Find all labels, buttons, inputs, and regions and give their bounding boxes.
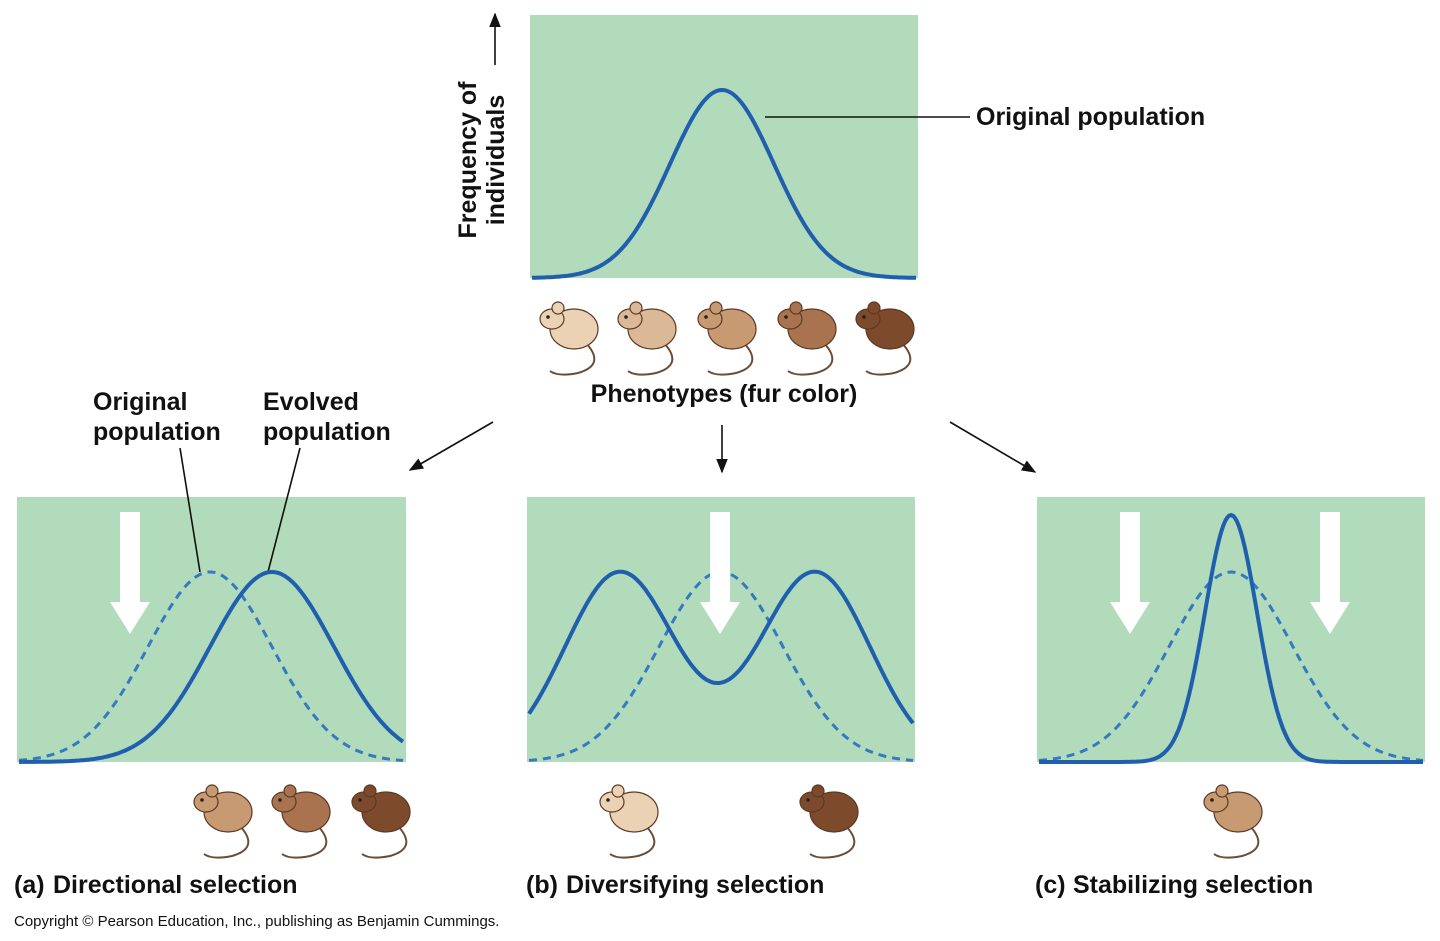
mouse-ear (629, 301, 643, 315)
mouse-ear (789, 301, 803, 315)
mouse-ear (1215, 784, 1229, 798)
mouse-eye (704, 315, 708, 319)
original-curve (1038, 570, 1424, 762)
mouse-eye (806, 798, 810, 802)
panel-letter: (c) (1035, 871, 1066, 899)
x-axis-label: Phenotypes (fur color) (591, 380, 858, 408)
leader-line (267, 447, 301, 573)
original-curve (18, 570, 404, 762)
original-label: population (93, 418, 221, 446)
evolved-label: population (263, 418, 391, 446)
mouse-eye (624, 315, 628, 319)
evolved-label: Evolved (263, 388, 359, 416)
population-curve (1039, 512, 1423, 764)
y-axis-label-line: individuals (482, 95, 510, 226)
mouse-tail (203, 825, 250, 859)
mouse-ear (867, 301, 881, 315)
selection-arrow (110, 512, 150, 634)
original-label: Original (93, 388, 187, 416)
population-curve (18, 570, 405, 764)
mouse-eye (1210, 798, 1214, 802)
mouse-eye (862, 315, 866, 319)
curve-label: Original population (976, 103, 1205, 131)
mouse-ear (363, 784, 377, 798)
top-panel (530, 15, 918, 278)
panel-a-box (17, 497, 406, 762)
mouse-tail (865, 342, 912, 376)
population-curve (527, 569, 915, 725)
panel-letter: (a) (14, 871, 45, 899)
selection-arrow (1310, 512, 1350, 634)
mouse-ear (205, 784, 219, 798)
mouse-tail (809, 825, 856, 859)
mouse-tail (1213, 825, 1260, 859)
panel-title: Diversifying selection (566, 871, 824, 899)
mouse-tail (549, 342, 596, 376)
mouse-tail (787, 342, 834, 376)
mouse-tail (609, 825, 656, 859)
mouse-eye (200, 798, 204, 802)
mouse-eye (358, 798, 362, 802)
y-axis-label-line: Frequency of (454, 81, 482, 239)
mouse-ear (283, 784, 297, 798)
mouse-eye (784, 315, 788, 319)
leader-line (179, 447, 201, 573)
y-axis-label: Frequency of individuals (454, 81, 510, 239)
mouse-tail (707, 342, 754, 376)
panel-letter: (b) (526, 871, 558, 899)
panel-c-box (1037, 497, 1425, 762)
copyright: Copyright © Pearson Education, Inc., pub… (14, 913, 499, 930)
mouse-ear (709, 301, 723, 315)
mouse-ear (611, 784, 625, 798)
selection-arrow (1110, 512, 1150, 634)
mouse-eye (278, 798, 282, 802)
mouse-tail (361, 825, 408, 859)
mouse-ear (811, 784, 825, 798)
mouse-tail (281, 825, 328, 859)
arrow (408, 421, 494, 471)
population-curve (531, 87, 916, 280)
panel-title: Stabilizing selection (1073, 871, 1313, 899)
arrow (949, 421, 1037, 473)
selection-arrow (700, 512, 740, 634)
mouse-eye (546, 315, 550, 319)
mouse-eye (606, 798, 610, 802)
mouse-tail (627, 342, 674, 376)
panel-title: Directional selection (53, 871, 298, 899)
mouse-ear (551, 301, 565, 315)
